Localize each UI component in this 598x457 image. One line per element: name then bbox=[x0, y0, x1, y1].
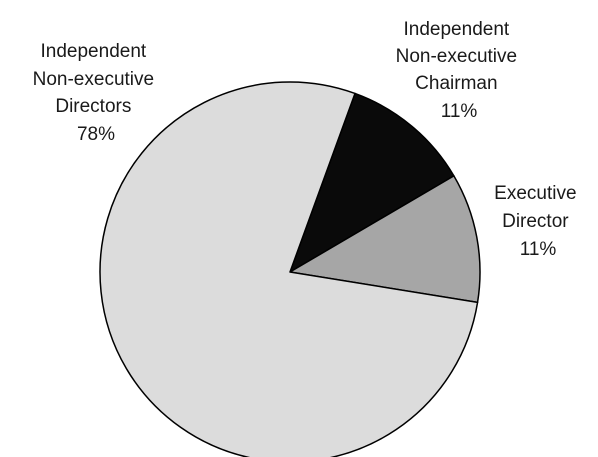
slice-label-chairman-line-1: Independent bbox=[404, 19, 510, 40]
slice-label-directors-line-1: Independent bbox=[41, 41, 147, 62]
slice-label-executive-line-1: Executive bbox=[494, 183, 576, 204]
slice-label-chairman-line-2: Non-executive bbox=[396, 46, 517, 67]
slice-label-chairman-percent: 11% bbox=[441, 101, 478, 122]
slice-label-directors: Independent Non-executive Directors 78% bbox=[33, 41, 160, 145]
slice-label-directors-line-2: Non-executive bbox=[33, 69, 154, 90]
slice-label-executive-percent: 11% bbox=[520, 239, 557, 260]
slice-label-directors-percent: 78% bbox=[77, 124, 115, 145]
pie-slices bbox=[100, 82, 480, 457]
slice-label-chairman-line-3: Chairman bbox=[415, 73, 497, 94]
slice-label-directors-line-3: Directors bbox=[55, 96, 131, 117]
slice-label-chairman: Independent Non-executive Chairman 11% bbox=[396, 19, 523, 122]
slice-label-executive: Executive Director 11% bbox=[494, 183, 582, 260]
slice-label-executive-line-2: Director bbox=[502, 211, 569, 232]
